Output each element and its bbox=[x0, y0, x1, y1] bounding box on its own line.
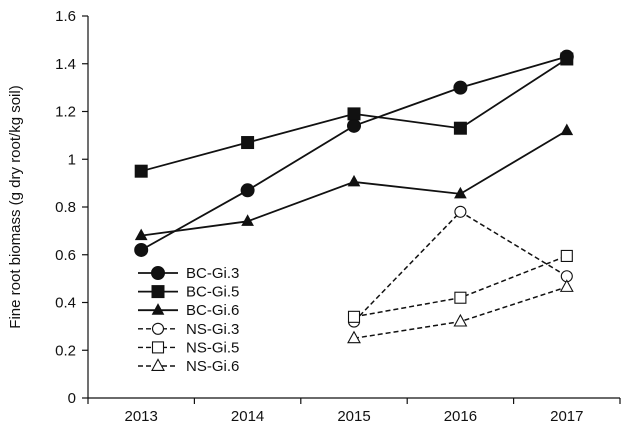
y-tick-label: 0.8 bbox=[55, 199, 76, 216]
data-point-bc-gi-6 bbox=[241, 214, 254, 226]
data-point-bc-gi-5 bbox=[453, 121, 467, 135]
legend-item-bc-gi-6: BC-Gi.6 bbox=[138, 302, 239, 319]
series-line-ns-gi-3 bbox=[353, 210, 568, 323]
data-point-bc-gi-3 bbox=[347, 118, 361, 133]
legend-label: NS-Gi.5 bbox=[186, 339, 239, 356]
x-axis-ticks: 2013 2014 2015 2016 2017 bbox=[87, 398, 621, 425]
data-point-bc-gi-6 bbox=[134, 228, 148, 241]
y-axis-title: Fine root biomass (g dry root/kg soil) bbox=[7, 85, 24, 328]
data-point-bc-gi-6 bbox=[560, 123, 574, 136]
legend-item-ns-gi-3: NS-Gi.3 bbox=[138, 321, 239, 338]
legend-marker bbox=[151, 322, 165, 335]
legend-item-ns-gi-6: NS-Gi.6 bbox=[138, 358, 239, 375]
x-tick-label: 2015 bbox=[337, 408, 370, 425]
data-point-ns-gi-5 bbox=[454, 291, 467, 304]
series-ns-gi-5 bbox=[347, 249, 573, 323]
legend-marker bbox=[151, 303, 165, 315]
x-tick-label: 2017 bbox=[550, 408, 583, 425]
y-tick-label: 0.4 bbox=[55, 295, 76, 312]
legend-label: BC-Gi.6 bbox=[186, 302, 239, 319]
data-point-bc-gi-5 bbox=[134, 164, 148, 178]
series-bc-gi-3 bbox=[134, 49, 574, 257]
legend-item-bc-gi-5: BC-Gi.5 bbox=[138, 284, 239, 301]
data-point-ns-gi-5 bbox=[347, 310, 361, 323]
legend-label: BC-Gi.5 bbox=[186, 284, 239, 301]
legend: BC-Gi.3 BC-Gi.5BC-Gi.6 NS-Gi.3NS-Gi.5 NS-Gi… bbox=[138, 265, 239, 375]
y-tick-label: 1 bbox=[68, 151, 76, 168]
y-tick-label: 0.2 bbox=[55, 342, 76, 359]
x-tick-label: 2013 bbox=[125, 408, 158, 425]
y-tick-label: 0 bbox=[68, 390, 76, 407]
y-tick-label: 0.6 bbox=[55, 247, 76, 264]
data-point-bc-gi-3 bbox=[134, 242, 149, 257]
legend-label: NS-Gi.6 bbox=[186, 358, 239, 375]
data-point-ns-gi-6 bbox=[453, 313, 468, 327]
data-point-bc-gi-5 bbox=[241, 136, 255, 150]
data-point-ns-gi-6 bbox=[347, 330, 361, 344]
x-tick-label: 2016 bbox=[444, 408, 477, 425]
series-line-ns-gi-5 bbox=[353, 255, 568, 318]
y-tick-label: 1.4 bbox=[55, 56, 76, 73]
data-point-bc-gi-5 bbox=[560, 52, 574, 66]
legend-item-bc-gi-3: BC-Gi.3 bbox=[138, 265, 239, 282]
legend-marker bbox=[151, 285, 165, 299]
legend-marker bbox=[151, 266, 165, 280]
data-point-ns-gi-5 bbox=[560, 249, 573, 262]
data-point-bc-gi-6 bbox=[454, 186, 467, 199]
data-point-bc-gi-3 bbox=[453, 80, 468, 95]
legend-marker bbox=[151, 341, 165, 354]
y-axis-ticks: 0 0.2 0.4 0.6 0.8 1 1.2 1.4 1.6 bbox=[55, 8, 88, 407]
series-bc-gi-6 bbox=[134, 123, 574, 241]
series-ns-gi-6 bbox=[347, 279, 574, 344]
legend-item-ns-gi-5: NS-Gi.5 bbox=[138, 339, 239, 356]
legend-label: BC-Gi.3 bbox=[186, 265, 239, 282]
x-tick-label: 2014 bbox=[231, 408, 264, 425]
data-point-ns-gi-3 bbox=[454, 205, 467, 218]
data-point-bc-gi-3 bbox=[240, 183, 255, 198]
series-layer bbox=[134, 49, 574, 344]
y-tick-label: 1.2 bbox=[55, 104, 76, 121]
legend-label: NS-Gi.3 bbox=[186, 321, 239, 338]
series-bc-gi-5 bbox=[134, 52, 574, 178]
y-tick-label: 1.6 bbox=[55, 8, 76, 25]
data-point-ns-gi-6 bbox=[559, 279, 574, 292]
data-point-bc-gi-6 bbox=[347, 174, 361, 187]
legend-marker bbox=[151, 358, 165, 371]
data-point-bc-gi-5 bbox=[347, 107, 361, 121]
